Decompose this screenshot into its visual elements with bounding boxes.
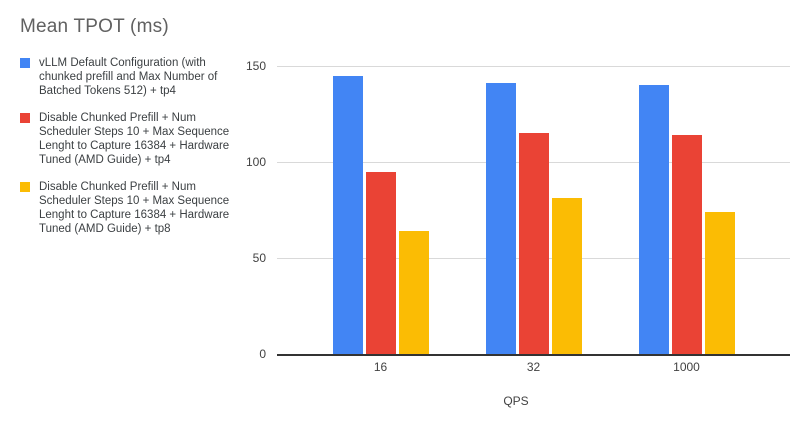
x-tick-label-32: 32 bbox=[526, 360, 541, 374]
bar-series2-qps-1000[interactable] bbox=[671, 135, 702, 354]
legend-label: Disable Chunked Prefill + Num Scheduler … bbox=[39, 181, 230, 235]
bar-group-qps-1000 bbox=[610, 66, 763, 354]
bar-group-qps-32 bbox=[457, 66, 610, 354]
bar-groups bbox=[277, 66, 790, 354]
y-tick-label-0: 0 bbox=[259, 347, 266, 361]
bar-series1-qps-16[interactable] bbox=[332, 75, 363, 354]
legend-label: Disable Chunked Prefill + Num Scheduler … bbox=[39, 112, 230, 166]
legend-item-tuned-tp8[interactable]: Disable Chunked Prefill + Num Scheduler … bbox=[20, 180, 232, 236]
y-tick-label-50: 50 bbox=[252, 251, 266, 265]
x-tick-label-1000: 1000 bbox=[673, 360, 700, 374]
legend-swatch-blue bbox=[20, 58, 30, 68]
x-axis-title: QPS bbox=[503, 394, 529, 408]
bar-series2-qps-16[interactable] bbox=[365, 171, 396, 354]
legend-swatch-yellow bbox=[20, 182, 30, 192]
chart-title: Mean TPOT (ms) bbox=[20, 16, 169, 37]
legend-swatch-red bbox=[20, 113, 30, 123]
legend-label: vLLM Default Configuration (with chunked… bbox=[39, 57, 218, 97]
legend-item-tuned-tp4[interactable]: Disable Chunked Prefill + Num Scheduler … bbox=[20, 111, 232, 167]
x-tick-label-16: 16 bbox=[373, 360, 388, 374]
x-axis-tick-labels: 16 32 1000 bbox=[277, 360, 790, 374]
bar-series1-qps-32[interactable] bbox=[485, 83, 516, 354]
bar-series3-qps-1000[interactable] bbox=[704, 211, 735, 354]
bar-series1-qps-1000[interactable] bbox=[638, 85, 669, 354]
bar-series2-qps-32[interactable] bbox=[518, 133, 549, 354]
bar-series3-qps-32[interactable] bbox=[551, 198, 582, 354]
y-tick-label-100: 100 bbox=[245, 155, 266, 169]
bar-series3-qps-16[interactable] bbox=[398, 231, 429, 354]
gridline-150 bbox=[277, 66, 790, 67]
legend-item-default-config[interactable]: vLLM Default Configuration (with chunked… bbox=[20, 56, 232, 98]
chart-legend: vLLM Default Configuration (with chunked… bbox=[20, 56, 232, 236]
bar-group-qps-16 bbox=[304, 66, 457, 354]
y-tick-label-150: 150 bbox=[245, 59, 266, 73]
